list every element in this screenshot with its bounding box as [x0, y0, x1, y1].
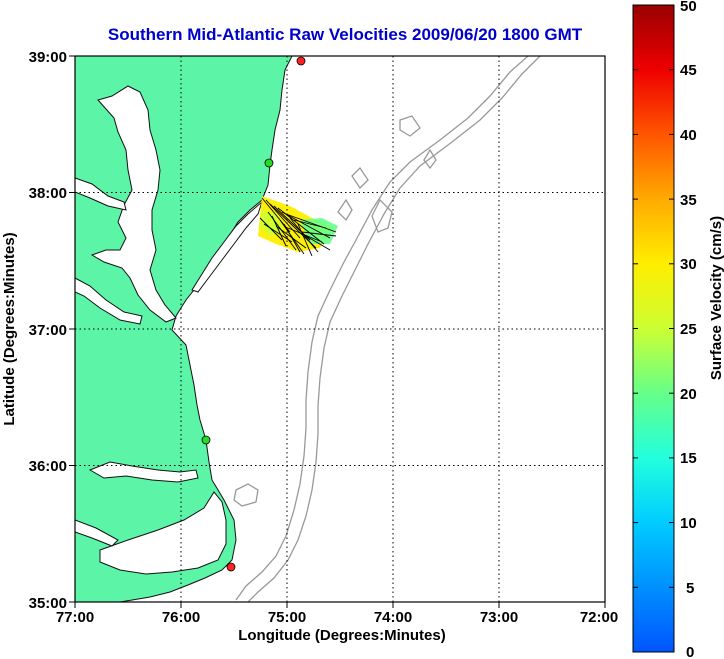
x-axis-label: Longitude (Degrees:Minutes) [238, 627, 446, 644]
pamlico-sound [99, 491, 227, 575]
y-axis-label: Latitude (Degrees:Minutes) [1, 232, 18, 425]
lat-tick-label: 39:00 [29, 49, 67, 66]
colorbar-tick-label: 0 [686, 644, 694, 659]
lon-tick-label: 72:00 [580, 609, 618, 626]
velocity-vectors [258, 196, 338, 257]
plot-area [75, 56, 605, 602]
lat-tick-label: 36:00 [29, 458, 67, 475]
colorbar-tick-label: 50 [680, 0, 697, 15]
colorbar-tick-label: 35 [680, 192, 697, 209]
station-marker [201, 435, 211, 445]
colorbar [632, 4, 675, 653]
station-marker [226, 562, 236, 572]
lat-tick-label: 38:00 [29, 185, 67, 202]
colorbar-tick-label: 45 [680, 62, 697, 79]
colorbar-label: Surface Velocity (cm/s) [708, 216, 724, 380]
colorbar-tick-label: 5 [686, 580, 694, 597]
delmarva-lagoon [191, 200, 264, 293]
colorbar-tick-label: 10 [680, 515, 697, 532]
lat-tick-label: 35:00 [29, 595, 67, 612]
map-title: Southern Mid-Atlantic Raw Velocities 200… [108, 25, 583, 44]
james-river [75, 277, 143, 325]
colorbar-tick-label: 40 [680, 127, 697, 144]
colorbar-tick-label: 25 [680, 321, 697, 338]
station-marker [296, 56, 306, 66]
albemarle-sound [88, 461, 199, 483]
lon-tick-label: 77:00 [56, 609, 94, 626]
bathymetry-contours [233, 56, 541, 602]
lon-tick-label: 74:00 [374, 609, 412, 626]
tick-marks [69, 55, 606, 608]
colorbar-tick-label: 15 [680, 450, 697, 467]
lon-tick-label: 76:00 [162, 609, 200, 626]
grid-lines [75, 56, 605, 602]
lat-tick-label: 37:00 [29, 322, 67, 339]
chesapeake-bay [90, 85, 177, 323]
colorbar-ticks [633, 69, 674, 588]
colorbar-tick-label: 20 [680, 386, 697, 403]
pamlico-river [75, 519, 119, 547]
lon-tick-label: 73:00 [480, 609, 518, 626]
colorbar-tick-label: 30 [680, 256, 697, 273]
lon-tick-label: 75:00 [268, 609, 306, 626]
station-marker [264, 158, 274, 168]
potomac-river [75, 177, 127, 211]
